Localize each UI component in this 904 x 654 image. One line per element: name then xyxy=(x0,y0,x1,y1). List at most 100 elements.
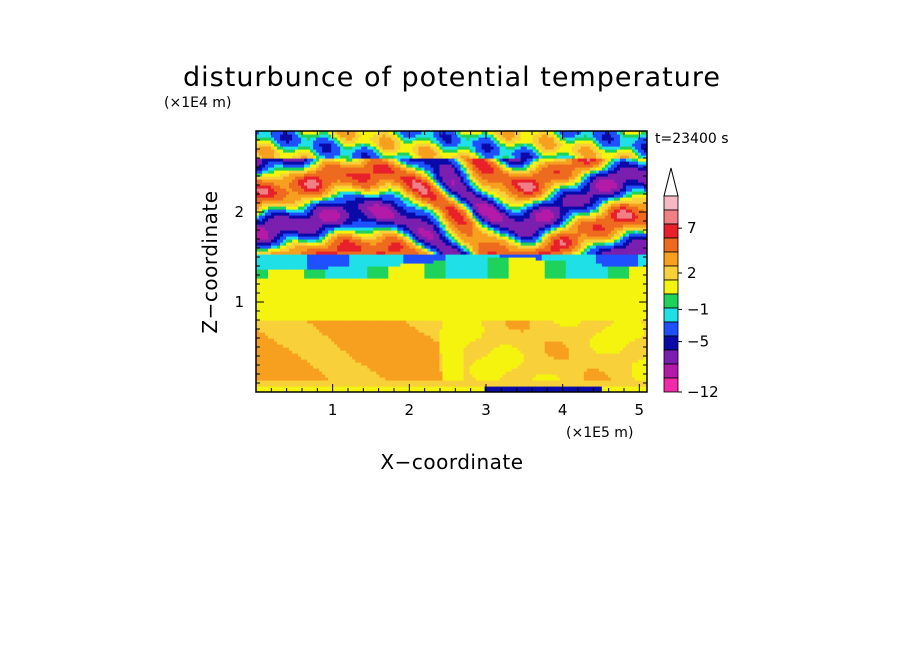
contour-cell xyxy=(373,188,377,192)
contour-cell xyxy=(337,179,341,183)
contour-cell xyxy=(346,230,350,234)
contour-cell xyxy=(418,140,423,144)
contour-cell xyxy=(406,383,410,387)
contour-cell xyxy=(412,389,417,392)
contour-cell xyxy=(283,287,287,291)
contour-cell xyxy=(259,200,263,204)
contour-cell xyxy=(403,257,407,261)
contour-cell xyxy=(304,269,308,273)
contour-cell xyxy=(379,194,383,198)
contour-cell xyxy=(277,173,281,177)
contour-cell xyxy=(292,233,296,237)
contour-cell xyxy=(400,272,404,276)
contour-cell xyxy=(388,302,392,306)
contour-cell xyxy=(379,167,383,171)
contour-cell xyxy=(361,230,365,234)
contour-cell xyxy=(421,179,426,183)
contour-cell xyxy=(319,329,323,333)
contour-cell xyxy=(265,374,269,378)
contour-cell xyxy=(289,293,293,297)
contour-cell xyxy=(262,242,266,246)
contour-cell xyxy=(388,137,392,141)
contour-cell xyxy=(421,365,426,369)
contour-cell xyxy=(421,257,426,261)
contour-cell xyxy=(415,347,420,351)
contour-cell xyxy=(295,176,299,180)
contour-cell xyxy=(406,281,410,285)
contour-cell xyxy=(304,242,308,246)
contour-cell xyxy=(373,200,377,204)
contour-cell xyxy=(349,320,353,324)
contour-cell xyxy=(298,152,302,156)
contour-cell xyxy=(286,131,290,135)
contour-cell xyxy=(319,176,323,180)
contour-cell xyxy=(313,170,317,174)
contour-cell xyxy=(265,386,269,390)
contour-cell xyxy=(271,374,275,378)
contour-cell xyxy=(340,227,344,231)
contour-cell xyxy=(322,296,326,300)
contour-cell xyxy=(313,137,317,141)
contour-cell xyxy=(403,197,407,201)
contour-cell xyxy=(292,266,296,270)
contour-cell xyxy=(385,245,389,249)
contour-cell xyxy=(391,230,395,234)
contour-cell xyxy=(319,335,323,339)
contour-cell xyxy=(376,323,380,327)
contour-cell xyxy=(358,206,362,210)
contour-cell xyxy=(406,263,410,267)
contour-cell xyxy=(409,242,413,246)
contour-cell xyxy=(322,188,326,192)
contour-cell xyxy=(403,203,407,207)
contour-cell xyxy=(274,248,278,252)
contour-cell xyxy=(343,182,347,186)
contour-cell xyxy=(277,143,281,147)
contour-cell xyxy=(421,167,426,171)
contour-cell xyxy=(394,350,398,354)
contour-cell xyxy=(352,332,356,336)
contour-cell xyxy=(316,380,320,384)
contour-cell xyxy=(409,389,413,392)
contour-cell xyxy=(358,302,362,306)
contour-cell xyxy=(352,290,356,294)
contour-cell xyxy=(277,209,281,213)
contour-cell xyxy=(388,167,392,171)
contour-cell xyxy=(286,158,290,162)
contour-cell xyxy=(295,308,299,312)
contour-cell xyxy=(358,263,362,267)
contour-cell xyxy=(304,365,308,369)
contour-cell xyxy=(337,356,341,360)
contour-cell xyxy=(370,140,374,144)
contour-cell xyxy=(421,287,426,291)
contour-cell xyxy=(256,341,260,345)
contour-cell xyxy=(322,218,326,222)
contour-cell xyxy=(385,296,389,300)
contour-cell xyxy=(310,170,314,174)
contour-cell xyxy=(259,356,263,360)
contour-cell xyxy=(412,161,417,165)
contour-cell xyxy=(409,173,413,177)
contour-cell xyxy=(379,359,383,363)
contour-cell xyxy=(310,359,314,363)
contour-cell xyxy=(415,344,420,348)
contour-cell xyxy=(316,230,320,234)
contour-cell xyxy=(274,203,278,207)
contour-cell xyxy=(343,377,347,381)
contour-cell xyxy=(361,239,365,243)
contour-cell xyxy=(418,299,423,303)
contour-cell xyxy=(409,239,413,243)
contour-cell xyxy=(301,323,305,327)
contour-cell xyxy=(391,293,395,297)
contour-cell xyxy=(343,296,347,300)
contour-cell xyxy=(367,380,371,384)
contour-cell xyxy=(328,230,332,234)
contour-cell xyxy=(391,209,395,213)
contour-cell xyxy=(274,314,278,318)
contour-cell xyxy=(304,362,308,366)
contour-cell xyxy=(307,305,311,309)
contour-cell xyxy=(406,248,410,252)
contour-cell xyxy=(346,188,350,192)
contour-cell xyxy=(367,338,371,342)
contour-cell xyxy=(313,329,317,333)
contour-cell xyxy=(415,167,420,171)
